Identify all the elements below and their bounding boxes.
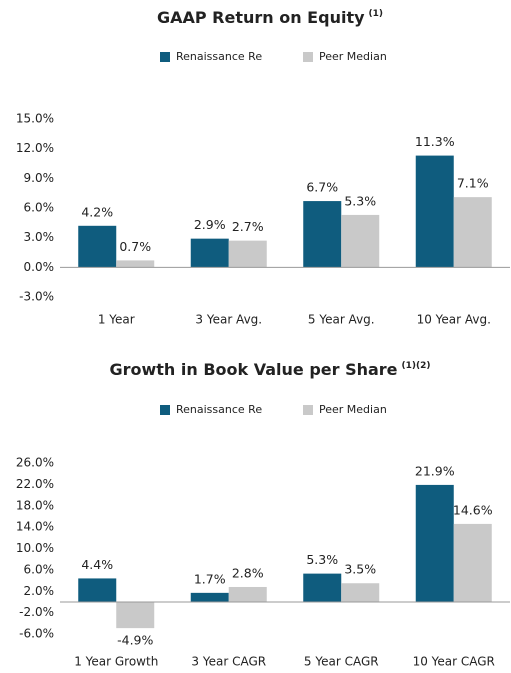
x-tick-label: 1 Year: [98, 313, 135, 327]
y-tick-label: 9.0%: [24, 171, 55, 185]
bar: [190, 592, 229, 602]
x-tick-label: 5 Year CAGR: [304, 655, 379, 669]
y-tick-label: 6.0%: [24, 201, 55, 215]
title-note: (1)(2): [402, 361, 431, 371]
bar: [341, 214, 380, 268]
y-tick-label: -3.0%: [19, 290, 54, 304]
value-label: 3.5%: [344, 562, 376, 577]
x-tick-label: 5 Year Avg.: [308, 313, 375, 327]
bar: [78, 225, 117, 268]
bar: [228, 240, 267, 268]
title-note: (1): [369, 9, 384, 19]
y-tick-label: 22.0%: [16, 477, 54, 491]
x-tick-label: 3 Year CAGR: [191, 655, 266, 669]
bar: [341, 583, 380, 602]
title-text: Growth in Book Value per Share: [109, 360, 397, 379]
chart-title: Growth in Book Value per Share (1)(2): [109, 360, 430, 379]
value-label: 6.7%: [306, 180, 338, 195]
bar: [116, 601, 155, 629]
y-tick-label: 18.0%: [16, 498, 54, 512]
value-label: -4.9%: [117, 633, 153, 648]
bar: [190, 238, 229, 268]
y-tick-label: 3.0%: [24, 230, 55, 244]
title-text: GAAP Return on Equity: [157, 8, 365, 27]
y-tick-label: 0.0%: [24, 260, 55, 274]
legend-label: Peer Median: [319, 403, 387, 416]
x-tick-label: 10 Year Avg.: [417, 313, 491, 327]
bar: [78, 578, 117, 602]
value-label: 2.8%: [232, 565, 264, 580]
value-label: 7.1%: [457, 176, 489, 191]
y-tick-label: 26.0%: [16, 456, 54, 470]
bar: [303, 201, 342, 268]
value-label: 2.7%: [232, 219, 264, 234]
x-tick-label: 3 Year Avg.: [195, 313, 262, 327]
value-label: 1.7%: [194, 571, 226, 586]
x-tick-label: 10 Year CAGR: [413, 655, 495, 669]
chart-title: GAAP Return on Equity (1): [157, 8, 383, 27]
value-label: 4.2%: [81, 204, 113, 219]
legend-swatch: [303, 405, 313, 415]
x-tick-label: 1 Year Growth: [74, 655, 158, 669]
value-label: 5.3%: [344, 193, 376, 208]
value-label: 5.3%: [306, 552, 338, 567]
bar: [415, 484, 454, 602]
bar: [453, 197, 492, 268]
bar: [228, 586, 267, 602]
legend-swatch: [160, 405, 170, 415]
value-label: 21.9%: [415, 463, 455, 478]
y-tick-label: 14.0%: [16, 520, 54, 534]
bar: [116, 260, 155, 268]
legend-label: Renaissance Re: [176, 50, 262, 63]
y-tick-label: -6.0%: [19, 627, 54, 641]
legend-label: Peer Median: [319, 50, 387, 63]
y-tick-label: 6.0%: [24, 562, 55, 576]
legend-swatch: [160, 52, 170, 62]
value-label: 0.7%: [119, 239, 151, 254]
y-tick-label: 12.0%: [16, 141, 54, 155]
legend-swatch: [303, 52, 313, 62]
value-label: 14.6%: [453, 502, 493, 517]
legend-label: Renaissance Re: [176, 403, 262, 416]
value-label: 4.4%: [81, 557, 113, 572]
y-tick-label: 10.0%: [16, 541, 54, 555]
value-label: 11.3%: [415, 134, 455, 149]
bar: [415, 155, 454, 268]
y-tick-label: 2.0%: [24, 584, 55, 598]
bar: [303, 573, 342, 602]
value-label: 2.9%: [194, 217, 226, 232]
bar: [453, 523, 492, 602]
y-tick-label: -2.0%: [19, 605, 54, 619]
y-tick-label: 15.0%: [16, 112, 54, 126]
